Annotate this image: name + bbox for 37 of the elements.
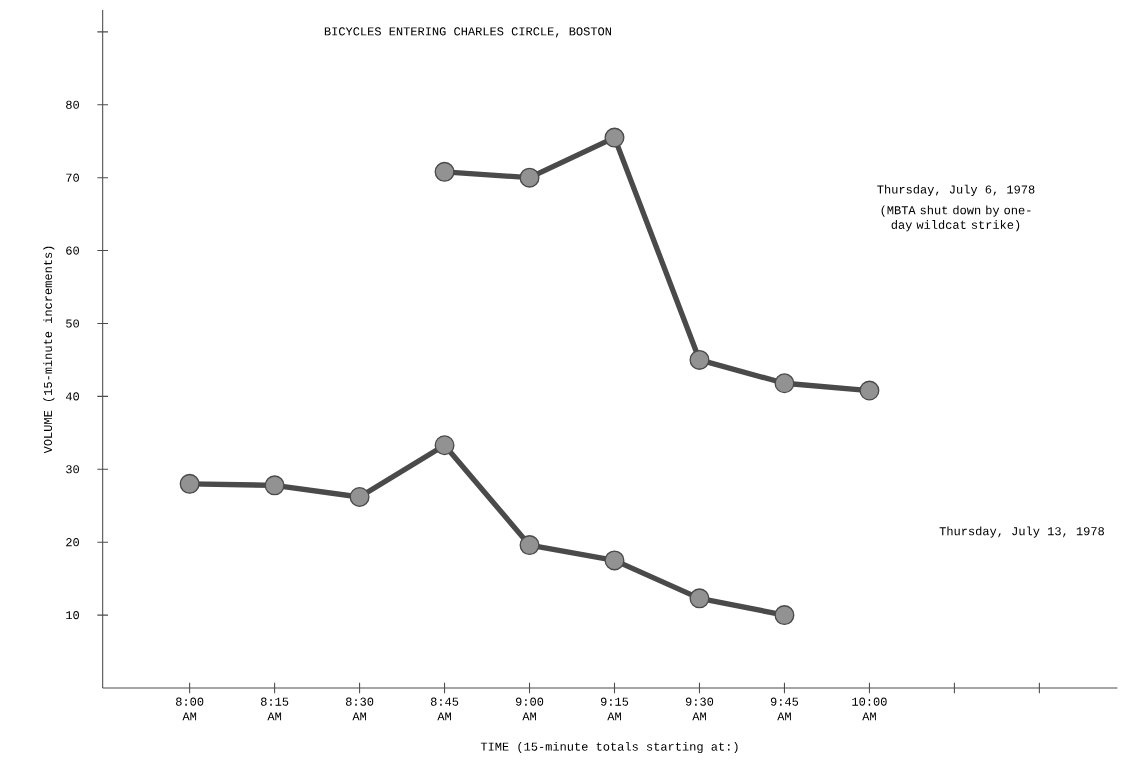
point <box>774 373 795 394</box>
point <box>264 475 285 496</box>
point <box>519 167 540 188</box>
point <box>434 435 455 456</box>
x-tick-label: 8:45 AM <box>430 697 459 721</box>
x-tick-label: 8:15 AM <box>260 697 289 721</box>
y-tick-label: 80 <box>66 100 79 109</box>
point <box>604 550 625 571</box>
point <box>349 486 370 507</box>
x-tick-label: 9:00 AM <box>515 697 544 721</box>
point <box>689 349 710 370</box>
y-tick-label: 70 <box>66 173 79 182</box>
point <box>519 535 540 556</box>
x-tick-label: 8:00 AM <box>176 697 204 721</box>
text: Thursday, July 6, 1978 <box>877 184 1035 196</box>
point <box>689 588 710 609</box>
x-tick-label: 9:15 AM <box>600 697 629 721</box>
point <box>179 473 200 494</box>
point <box>604 127 625 148</box>
point <box>859 380 880 401</box>
y-tick-label: 30 <box>66 465 79 474</box>
point <box>434 161 455 182</box>
y-tick-label: 50 <box>66 319 79 328</box>
x-axis-title: TIME (15-minute totals starting at:) <box>480 741 738 754</box>
x-tick-label: 10:00 AM <box>852 697 887 721</box>
point <box>774 605 795 626</box>
x-tick-label: 8:30 AM <box>345 697 374 721</box>
x-tick-label: 9:30 AM <box>685 697 714 721</box>
y-tick-label: 60 <box>66 246 79 255</box>
x-tick-label: 9:45 AM <box>770 697 799 721</box>
annotation: (MBTA shut down by one-day wildcat strike) <box>881 205 1031 232</box>
y-tick-label: 40 <box>65 392 79 401</box>
y-axis-title: VOLUME (15-minute increments) <box>43 246 55 454</box>
y-tick-label: 10 <box>66 611 79 620</box>
text: BICYCLES ENTERING CHARLES CIRCLE, BOSTON <box>324 27 611 38</box>
y-tick-label: 20 <box>66 538 79 547</box>
text: Thursday, July 13, 1978 <box>939 526 1104 538</box>
